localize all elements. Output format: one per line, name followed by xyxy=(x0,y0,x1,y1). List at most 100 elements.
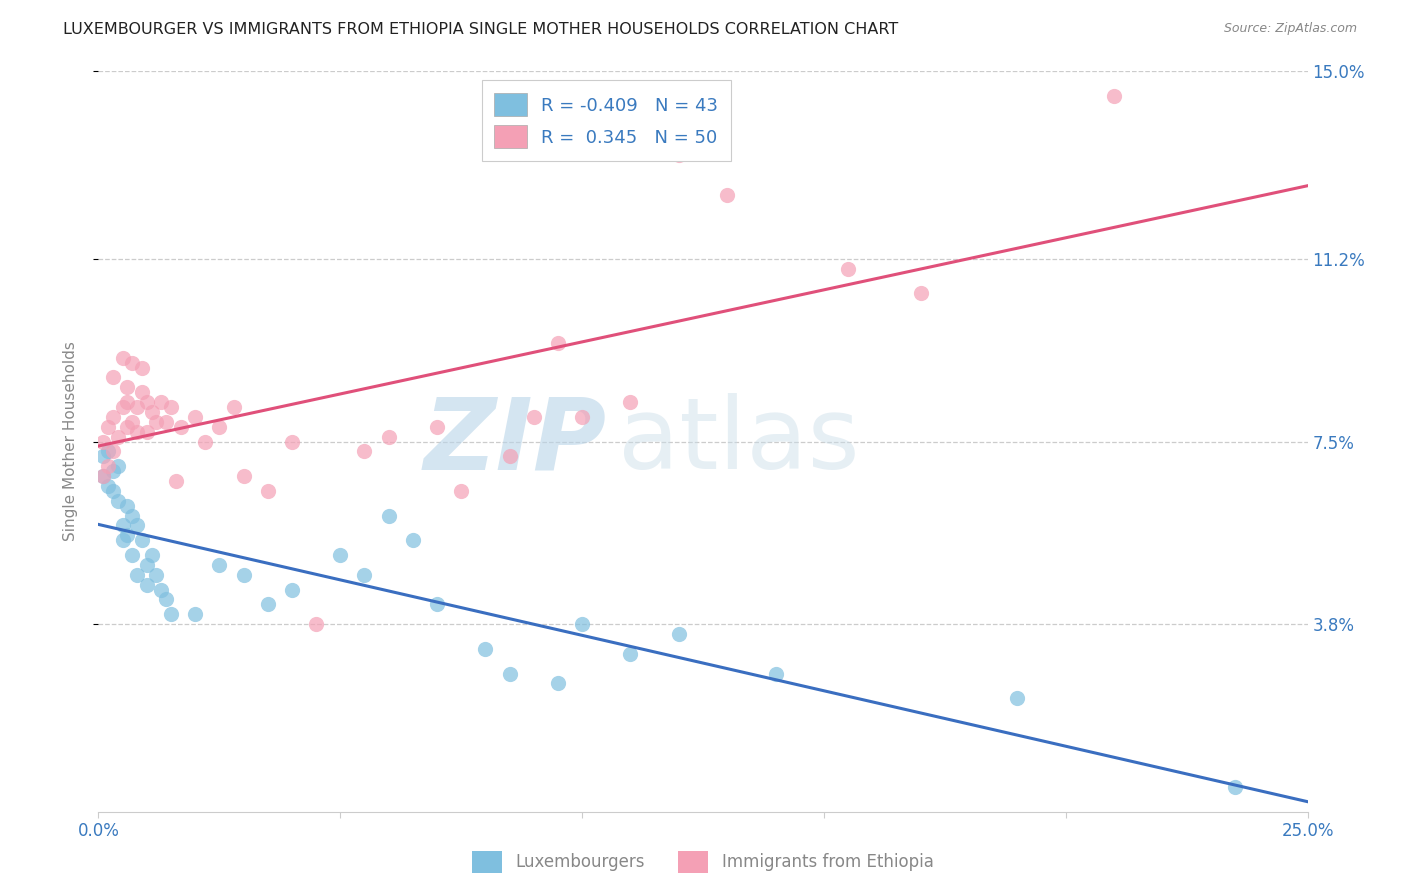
Text: atlas: atlas xyxy=(619,393,860,490)
Point xyxy=(426,598,449,612)
Point xyxy=(1007,691,1029,706)
Point xyxy=(145,415,167,429)
Point xyxy=(117,499,139,513)
Point xyxy=(184,607,207,622)
Point xyxy=(117,395,139,409)
Point xyxy=(668,627,690,641)
Point xyxy=(101,444,124,458)
Point xyxy=(135,395,157,409)
Point xyxy=(232,567,254,582)
Point xyxy=(127,425,149,439)
Y-axis label: Single Mother Households: Single Mother Households xyxy=(63,342,77,541)
Point xyxy=(97,459,120,474)
Text: LUXEMBOURGER VS IMMIGRANTS FROM ETHIOPIA SINGLE MOTHER HOUSEHOLDS CORRELATION CH: LUXEMBOURGER VS IMMIGRANTS FROM ETHIOPIA… xyxy=(63,22,898,37)
Point xyxy=(101,464,124,478)
Point xyxy=(450,483,472,498)
Point xyxy=(232,469,254,483)
Point xyxy=(353,567,375,582)
Point xyxy=(377,508,399,523)
Point xyxy=(97,479,120,493)
Point xyxy=(91,450,114,464)
Point xyxy=(117,528,139,542)
Point xyxy=(111,400,134,414)
Point xyxy=(208,558,231,572)
Point xyxy=(107,493,129,508)
Text: ZIP: ZIP xyxy=(423,393,606,490)
Point xyxy=(111,533,134,548)
Point xyxy=(474,641,496,656)
Point xyxy=(97,419,120,434)
Legend: R = -0.409   N = 43, R =  0.345   N = 50: R = -0.409 N = 43, R = 0.345 N = 50 xyxy=(482,80,731,161)
Point xyxy=(91,469,114,483)
Point xyxy=(107,459,129,474)
Point xyxy=(571,409,593,424)
Point xyxy=(145,567,167,582)
Point xyxy=(97,444,120,458)
Point xyxy=(150,395,173,409)
Point xyxy=(155,415,177,429)
Point xyxy=(668,148,690,162)
Point xyxy=(184,409,207,424)
Point xyxy=(765,666,787,681)
Point xyxy=(117,380,139,394)
Point xyxy=(101,370,124,384)
Point xyxy=(910,286,932,301)
Point xyxy=(222,400,245,414)
Point xyxy=(91,469,114,483)
Point xyxy=(141,548,163,562)
Point xyxy=(256,598,278,612)
Point xyxy=(141,405,163,419)
Point xyxy=(135,558,157,572)
Point xyxy=(127,518,149,533)
Point xyxy=(716,187,738,202)
Point xyxy=(101,409,124,424)
Point xyxy=(402,533,425,548)
Point xyxy=(121,548,143,562)
Point xyxy=(135,577,157,591)
Point xyxy=(305,617,328,632)
Text: Source: ZipAtlas.com: Source: ZipAtlas.com xyxy=(1223,22,1357,36)
Point xyxy=(208,419,231,434)
Point xyxy=(523,409,546,424)
Point xyxy=(111,518,134,533)
Point xyxy=(91,434,114,449)
Point xyxy=(547,676,569,690)
Point xyxy=(169,419,191,434)
Point xyxy=(547,335,569,350)
Point xyxy=(377,429,399,443)
Point xyxy=(329,548,352,562)
Point xyxy=(121,508,143,523)
Point xyxy=(256,483,278,498)
Point xyxy=(571,617,593,632)
Point xyxy=(121,355,143,369)
Point xyxy=(107,429,129,443)
Point xyxy=(619,647,641,661)
Point xyxy=(619,395,641,409)
Point xyxy=(127,567,149,582)
Point xyxy=(1223,780,1246,794)
Point xyxy=(498,666,520,681)
Legend: Luxembourgers, Immigrants from Ethiopia: Luxembourgers, Immigrants from Ethiopia xyxy=(465,845,941,880)
Point xyxy=(1102,89,1125,103)
Point xyxy=(160,400,183,414)
Point xyxy=(121,415,143,429)
Point xyxy=(150,582,173,597)
Point xyxy=(426,419,449,434)
Point xyxy=(135,425,157,439)
Point xyxy=(131,360,153,375)
Point xyxy=(127,400,149,414)
Point xyxy=(131,533,153,548)
Point xyxy=(131,385,153,400)
Point xyxy=(498,450,520,464)
Point xyxy=(165,474,187,488)
Point xyxy=(281,582,304,597)
Point xyxy=(160,607,183,622)
Point xyxy=(101,483,124,498)
Point xyxy=(353,444,375,458)
Point xyxy=(111,351,134,365)
Point xyxy=(837,261,859,276)
Point xyxy=(194,434,217,449)
Point xyxy=(281,434,304,449)
Point xyxy=(117,419,139,434)
Point xyxy=(155,592,177,607)
